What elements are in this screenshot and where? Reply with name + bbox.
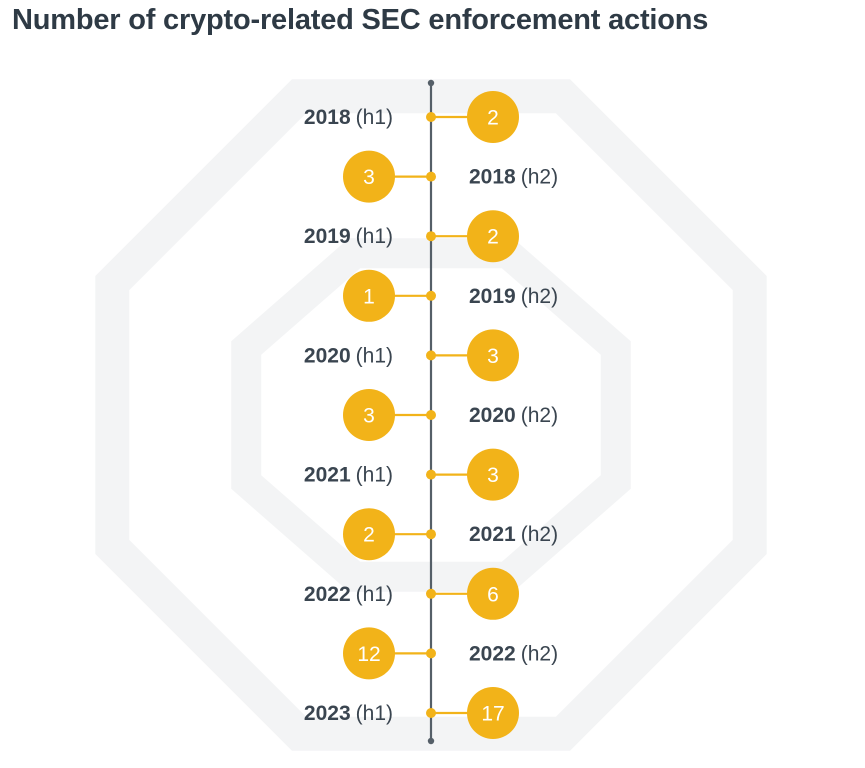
value-label: 3 <box>487 464 499 487</box>
value-bubble <box>343 627 395 680</box>
watermark-ring-outer <box>95 79 767 751</box>
period-year: 2019 <box>469 285 516 308</box>
period-year: 2023 <box>304 702 351 725</box>
period-half: (h1) <box>356 583 393 606</box>
period-half: (h2) <box>521 285 558 308</box>
period-year: 2018 <box>304 106 351 129</box>
value-bubble <box>467 687 519 739</box>
chart-title: Number of crypto-related SEC enforcement… <box>12 4 709 36</box>
period-year: 2021 <box>469 523 516 546</box>
period-half: (h2) <box>521 166 558 189</box>
value-bubble <box>467 210 519 263</box>
value-bubble <box>343 508 395 561</box>
period-year: 2019 <box>304 225 351 248</box>
axis-bottom-cap <box>427 737 435 745</box>
period-label: 2019 (h2) <box>469 285 558 308</box>
value-bubble <box>467 329 519 382</box>
timeline-dot <box>426 529 436 540</box>
period-half: (h1) <box>356 106 393 129</box>
value-bubble <box>467 91 519 143</box>
timeline-dot <box>426 231 436 242</box>
period-year: 2020 <box>304 344 351 367</box>
period-year: 2022 <box>469 642 516 665</box>
timeline-dot <box>426 290 436 301</box>
period-label: 2020 (h1) <box>304 344 393 367</box>
value-label: 17 <box>481 703 504 726</box>
watermark-ring-inner <box>231 238 631 592</box>
period-label: 2023 (h1) <box>304 702 393 725</box>
value-label: 12 <box>357 643 380 666</box>
value-bubble <box>467 567 519 620</box>
period-label: 2022 (h1) <box>304 583 393 606</box>
period-half: (h1) <box>356 344 393 367</box>
value-label: 3 <box>487 345 499 368</box>
period-year: 2021 <box>304 464 351 487</box>
period-year: 2022 <box>304 583 351 606</box>
timeline-dot <box>426 350 436 361</box>
period-half: (h1) <box>356 702 393 725</box>
period-label: 2018 (h2) <box>469 166 558 189</box>
period-label: 2019 (h1) <box>304 225 393 248</box>
period-label: 2021 (h1) <box>304 464 393 487</box>
period-half: (h2) <box>521 404 558 427</box>
value-label: 3 <box>363 405 375 428</box>
period-half: (h2) <box>521 642 558 665</box>
period-label: 2022 (h2) <box>469 642 558 665</box>
period-half: (h1) <box>356 225 393 248</box>
period-label: 2018 (h1) <box>304 106 393 129</box>
value-bubble <box>343 389 395 441</box>
value-bubble <box>467 448 519 501</box>
period-half: (h1) <box>356 464 393 487</box>
timeline-dot <box>426 171 436 182</box>
period-half: (h2) <box>521 523 558 546</box>
timeline-dot <box>426 469 436 480</box>
value-label: 2 <box>363 524 375 547</box>
value-label: 2 <box>487 226 499 249</box>
timeline-dot <box>426 410 436 420</box>
value-label: 6 <box>487 583 499 606</box>
timeline-dot <box>426 112 436 122</box>
timeline-dot <box>426 588 436 599</box>
timeline-dot <box>426 648 436 659</box>
value-label: 1 <box>363 285 375 308</box>
value-bubble <box>343 150 395 203</box>
period-year: 2020 <box>469 404 516 427</box>
period-label: 2021 (h2) <box>469 523 558 546</box>
value-label: 2 <box>487 107 499 130</box>
timeline-dot <box>426 708 436 718</box>
period-label: 2020 (h2) <box>469 404 558 427</box>
period-year: 2018 <box>469 166 516 189</box>
value-label: 3 <box>363 166 375 189</box>
hexagon-watermark <box>95 79 767 751</box>
value-bubble <box>343 269 395 322</box>
axis-top-cap <box>427 79 435 87</box>
